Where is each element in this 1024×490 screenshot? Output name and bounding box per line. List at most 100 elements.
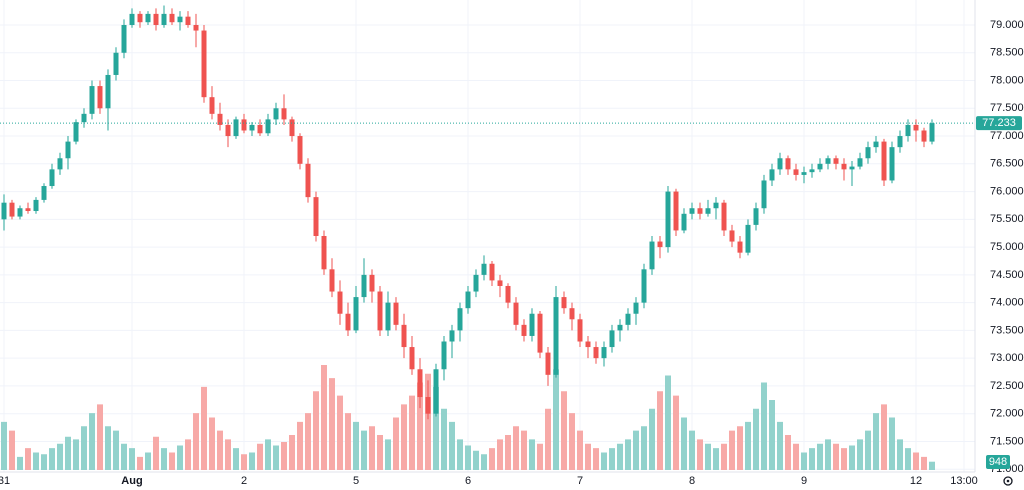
volume-bar xyxy=(713,448,719,470)
y-tick-label: 78.500 xyxy=(990,47,1024,59)
candle-body xyxy=(809,169,815,173)
volume-bar xyxy=(609,448,615,470)
candle-body xyxy=(897,136,903,148)
candle-body xyxy=(521,324,527,336)
x-tick-label: 8 xyxy=(689,475,695,487)
candle-body xyxy=(593,347,599,359)
volume-bar xyxy=(145,452,151,470)
candle-body xyxy=(313,197,319,236)
candle-body xyxy=(217,113,223,125)
candle-body xyxy=(41,186,47,200)
volume-bar xyxy=(521,430,527,470)
candle-body xyxy=(233,119,239,137)
candle-body xyxy=(65,141,71,159)
volume-bar xyxy=(801,452,807,470)
candle-body xyxy=(89,86,95,114)
volume-bar xyxy=(393,417,399,470)
candle-body xyxy=(345,313,351,331)
volume-bar xyxy=(665,375,671,470)
volume-bar xyxy=(873,413,879,470)
volume-bar xyxy=(633,430,639,470)
last-price-box xyxy=(976,116,1022,131)
candle-body xyxy=(793,169,799,175)
candle-body xyxy=(553,297,559,375)
volume-bar xyxy=(849,445,855,470)
candle-body xyxy=(9,202,15,217)
candle-body xyxy=(889,147,895,181)
candle-body xyxy=(769,169,775,181)
candle-body xyxy=(321,236,327,270)
candle-body xyxy=(145,13,151,23)
candle-body xyxy=(617,324,623,331)
candle-body xyxy=(761,180,767,209)
volume-bar xyxy=(385,439,391,470)
candle-body xyxy=(137,13,143,23)
volume-bar xyxy=(417,382,423,470)
candle-body xyxy=(857,158,863,167)
candle-body xyxy=(225,124,231,137)
volume-bar xyxy=(281,442,287,470)
candle-body xyxy=(409,347,415,370)
candle-body xyxy=(1,202,7,220)
candle-body xyxy=(33,199,39,212)
candle-body xyxy=(265,119,271,134)
volume-bar xyxy=(697,439,703,470)
candle-body xyxy=(473,274,479,292)
candle-body xyxy=(873,141,879,148)
candle-body xyxy=(641,269,647,303)
candle-body xyxy=(489,263,495,281)
volume-bar xyxy=(465,445,471,470)
candle-body xyxy=(297,136,303,164)
volume-bar xyxy=(513,426,519,470)
volume-bar xyxy=(585,443,591,470)
candle-body xyxy=(545,352,551,375)
y-tick-label: 79.000 xyxy=(990,19,1024,31)
candle-body xyxy=(241,119,247,131)
volume-bar xyxy=(201,386,207,470)
volume-bar xyxy=(81,426,87,470)
volume-bar xyxy=(449,421,455,470)
y-tick-label: 75.000 xyxy=(990,241,1024,253)
volume-bar xyxy=(313,391,319,470)
volume-bar xyxy=(641,426,647,470)
candle-body xyxy=(801,172,807,175)
x-tick-label: 2 xyxy=(241,475,247,487)
volume-bar xyxy=(705,443,711,470)
candle-body xyxy=(921,130,927,142)
volume-bar xyxy=(121,443,127,470)
volume-bar xyxy=(601,452,607,470)
candle-body xyxy=(465,291,471,309)
candle-body xyxy=(113,52,119,75)
candle-body xyxy=(929,123,935,142)
volume-bar xyxy=(865,430,871,470)
candle-body xyxy=(865,147,871,159)
volume-bar xyxy=(249,452,255,470)
volume-bar xyxy=(57,443,63,470)
volume-bar xyxy=(353,421,359,470)
candle-body xyxy=(569,308,575,320)
candle-body xyxy=(57,158,63,170)
candle-body xyxy=(353,297,359,331)
volume-bar xyxy=(169,452,175,470)
axes: 71.00071.50072.00072.50073.00073.50074.0… xyxy=(0,19,1024,487)
volume-bar xyxy=(577,430,583,470)
volume-bar xyxy=(1,421,7,470)
y-tick-label: 76.000 xyxy=(990,185,1024,197)
last-price-label: 77.233 xyxy=(982,117,1016,129)
volume-bar xyxy=(537,443,543,470)
candle-body xyxy=(25,208,31,212)
candle-body xyxy=(689,208,695,214)
settings-icon[interactable] xyxy=(1003,476,1013,486)
volume-bar xyxy=(225,439,231,470)
volume-bar xyxy=(833,443,839,470)
candle-body xyxy=(913,124,919,131)
candle-body xyxy=(289,119,295,137)
candle-body xyxy=(561,297,567,309)
candle-body xyxy=(17,208,23,217)
volume-bar xyxy=(217,430,223,470)
volume-bar xyxy=(929,461,935,470)
volume-bar xyxy=(137,456,143,470)
candle-body xyxy=(193,24,199,31)
volume-bar xyxy=(17,456,23,470)
